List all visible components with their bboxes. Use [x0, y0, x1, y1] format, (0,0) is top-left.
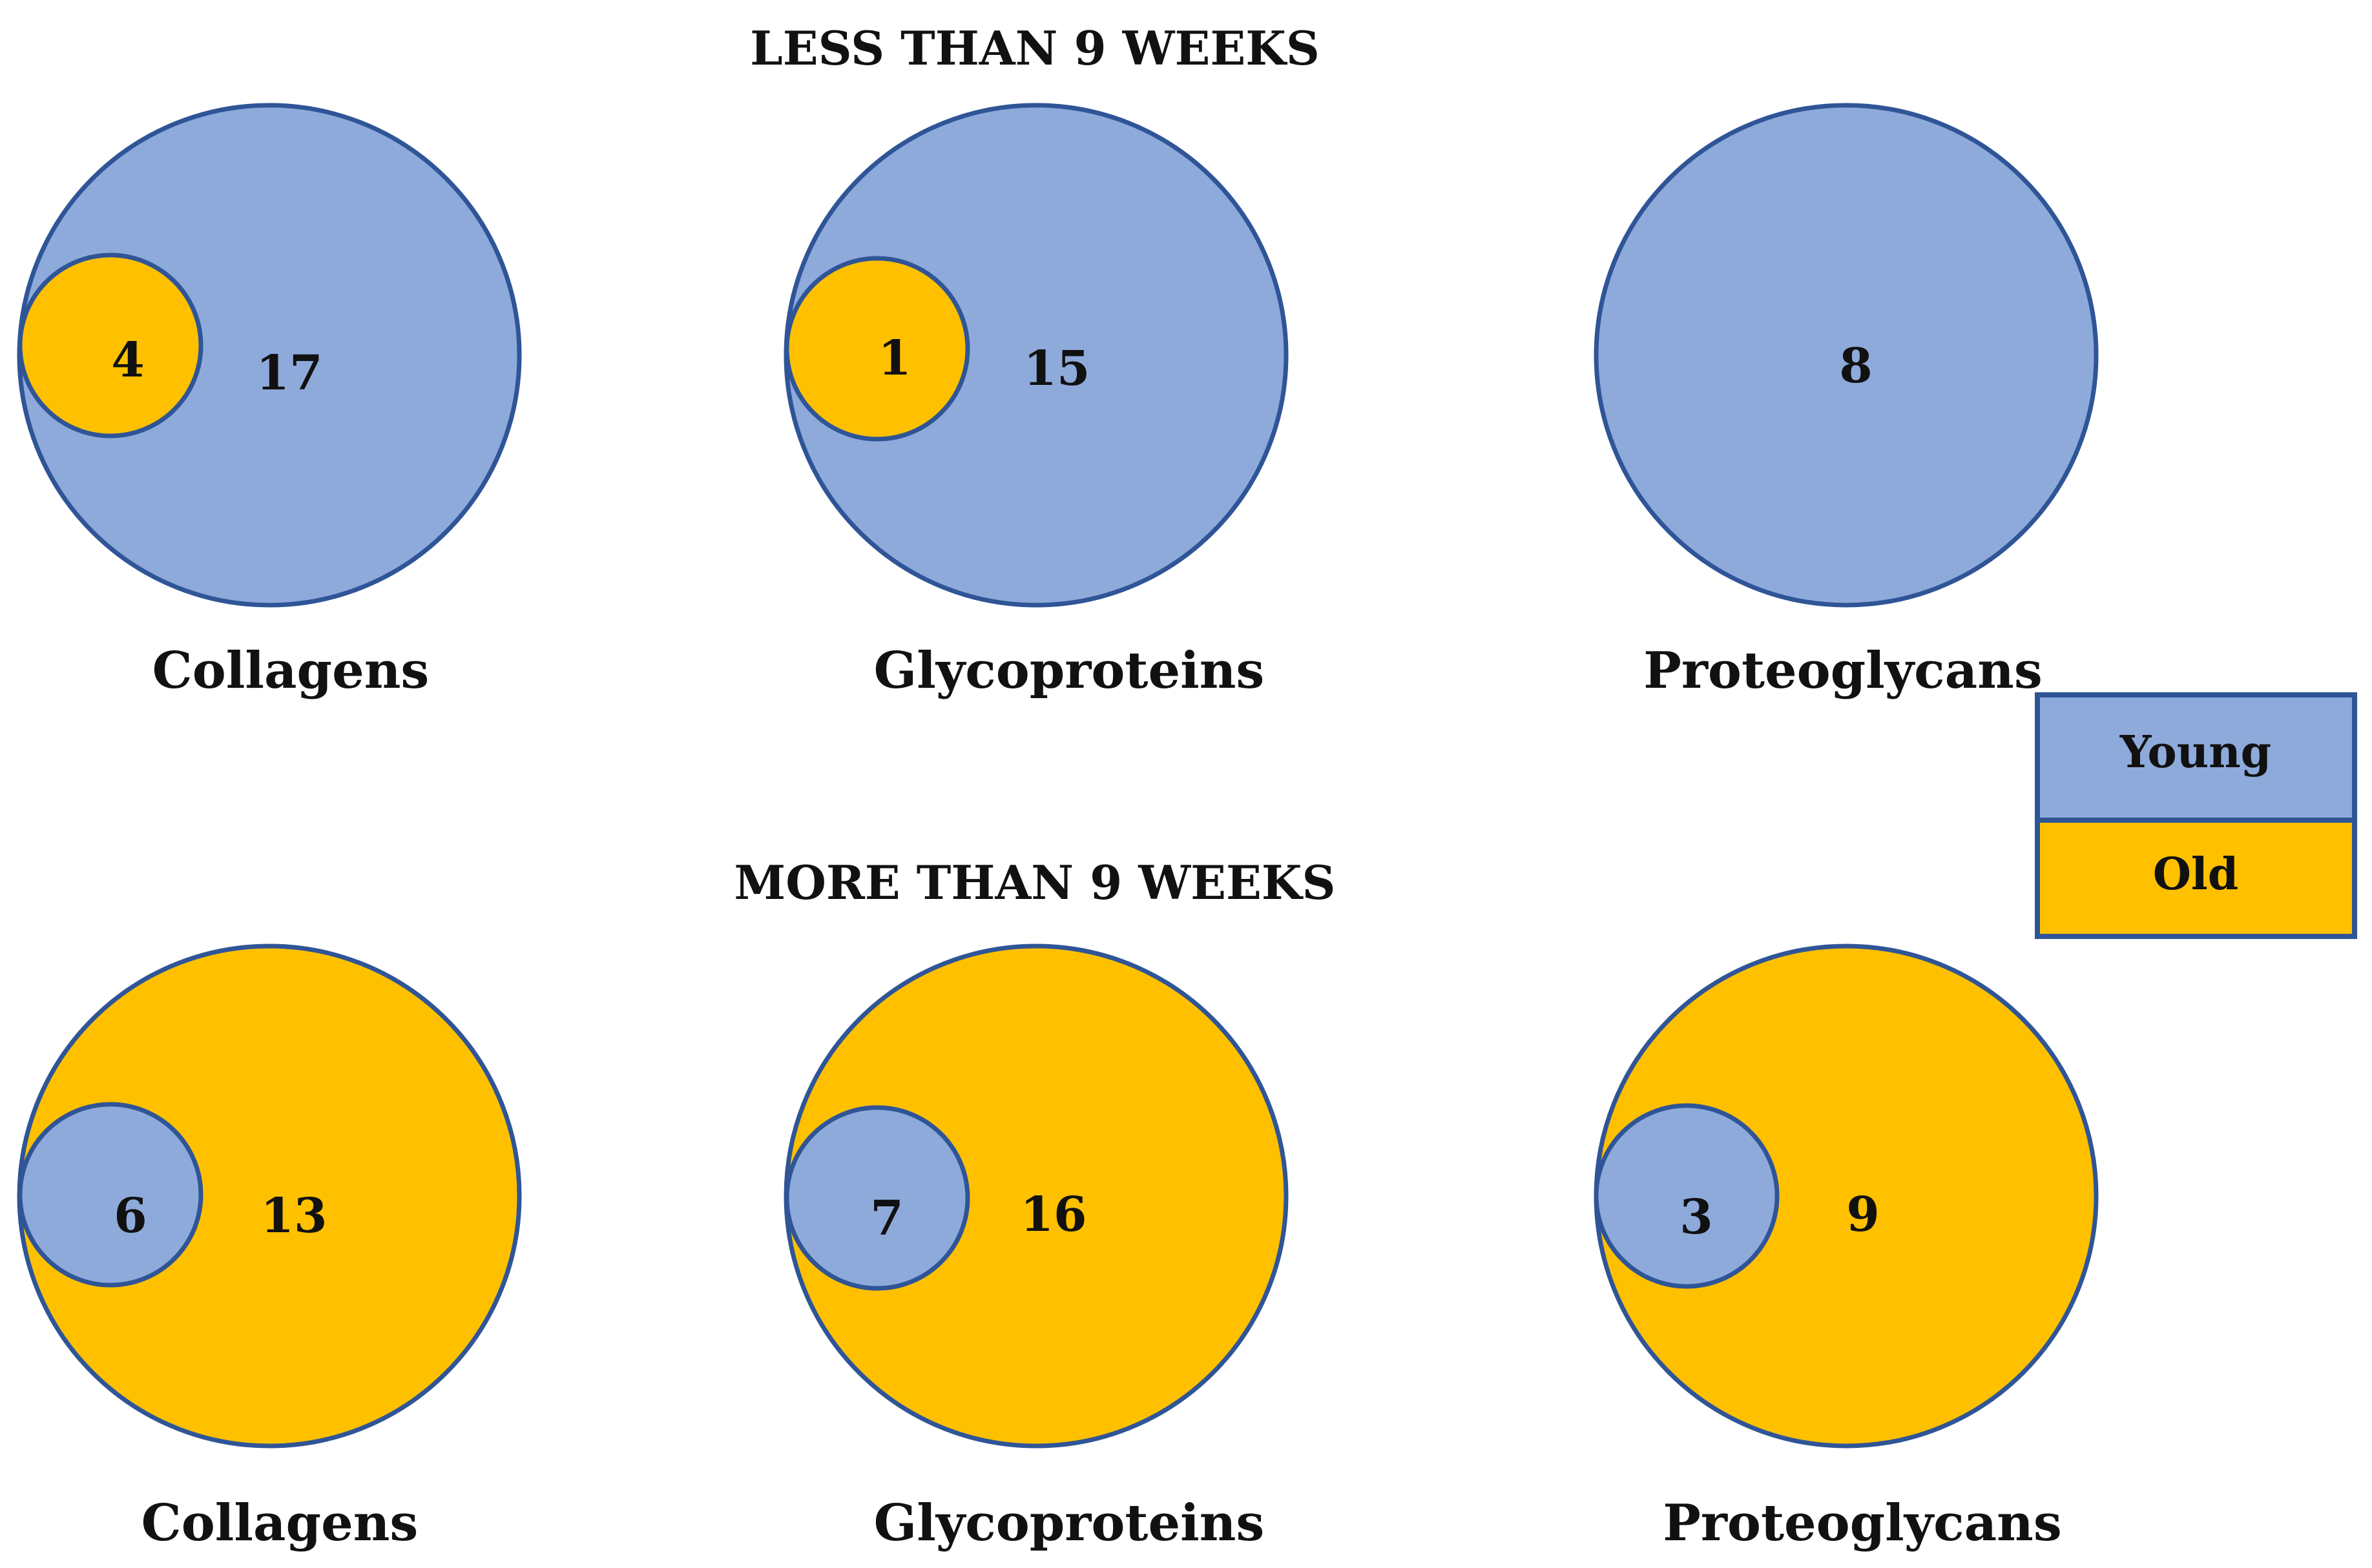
outer-count: 16	[1021, 1187, 1087, 1243]
outer-circle	[1594, 103, 2099, 608]
panel-more-glycoproteins: 7 16 Glycoproteins	[784, 944, 1289, 1553]
panel-label: Glycoproteins	[874, 1494, 1265, 1553]
inner-circle	[17, 253, 203, 438]
panel-label: Collagens	[152, 641, 430, 700]
inner-count: 1	[878, 331, 911, 386]
section-title-more: MORE THAN 9 WEEKS	[734, 855, 1336, 910]
panel-less-glycoproteins: 1 15 Glycoproteins	[784, 103, 1289, 700]
inner-count: 7	[870, 1191, 904, 1246]
panel-label: Proteoglycans	[1643, 641, 2043, 700]
outer-count: 13	[261, 1188, 328, 1244]
legend-swatch-young	[2035, 692, 2357, 823]
inner-circle	[784, 1105, 970, 1291]
legend: Young Old	[2035, 692, 2357, 939]
legend-swatch-old	[2035, 818, 2357, 939]
panel-less-proteoglycans: 8 Proteoglycans	[1594, 103, 2099, 700]
outer-count: 9	[1846, 1187, 1880, 1243]
legend-label-old: Old	[2153, 849, 2239, 900]
panel-label: Glycoproteins	[874, 641, 1265, 700]
panel-label: Collagens	[141, 1494, 419, 1553]
inner-circle	[17, 1102, 203, 1288]
outer-count: 15	[1024, 341, 1090, 397]
inner-count: 4	[111, 333, 145, 388]
panel-more-proteoglycans: 3 9 Proteoglycans	[1594, 944, 2099, 1553]
legend-label-young: Young	[2119, 727, 2271, 778]
outer-count: 17	[256, 346, 323, 401]
inner-count: 3	[1680, 1190, 1713, 1245]
section-title-less: LESS THAN 9 WEEKS	[750, 21, 1320, 76]
inner-count: 6	[114, 1188, 147, 1244]
panel-less-collagens: 4 17 Collagens	[17, 103, 522, 700]
inner-circle	[1594, 1103, 1780, 1289]
inner-circle	[784, 256, 970, 442]
panel-more-collagens: 6 13 Collagens	[17, 944, 522, 1553]
outer-count: 8	[1839, 338, 1873, 394]
panel-label: Proteoglycans	[1663, 1494, 2062, 1553]
